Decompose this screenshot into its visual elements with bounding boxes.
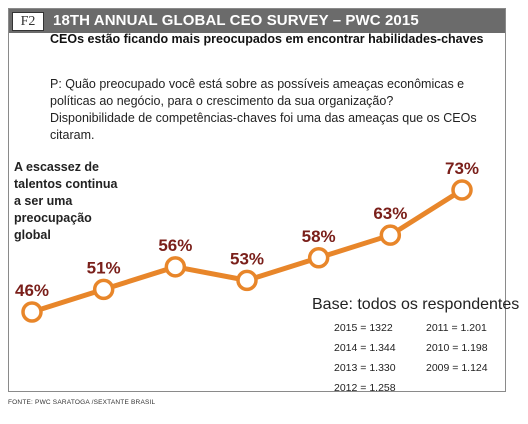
data-label: 63% xyxy=(373,204,407,223)
header-bar: F2 18TH ANNUAL GLOBAL CEO SURVEY – PWC 2… xyxy=(9,9,505,33)
base-row-2012: 2012 = 1.258 xyxy=(334,382,396,394)
data-point xyxy=(307,247,330,269)
data-point xyxy=(451,179,473,201)
data-label: 51% xyxy=(87,258,121,277)
base-row-2013: 2013 = 1.330 xyxy=(334,362,396,374)
chart-subtitle: CEOs estão ficando mais preocupados em e… xyxy=(50,32,484,46)
source-note: FONTE: PWC SARATOGA /SEXTANTE BRASIL xyxy=(8,399,156,406)
base-row-2009: 2009 = 1.124 xyxy=(426,362,488,374)
data-point xyxy=(21,301,43,323)
base-row-2011: 2011 = 1.201 xyxy=(426,322,487,334)
header-title: 18TH ANNUAL GLOBAL CEO SURVEY – PWC 2015 xyxy=(53,12,419,29)
data-point xyxy=(92,278,115,301)
figure-frame: F2 18TH ANNUAL GLOBAL CEO SURVEY – PWC 2… xyxy=(8,8,506,392)
survey-question: P: Quão preocupado você está sobre as po… xyxy=(50,77,477,142)
data-label: 73% xyxy=(445,159,479,178)
data-label: 53% xyxy=(230,249,264,268)
data-label: 46% xyxy=(15,281,49,300)
data-label: 58% xyxy=(302,227,336,246)
data-point xyxy=(379,224,402,246)
base-row-2014: 2014 = 1.344 xyxy=(334,342,396,354)
base-row-2010: 2010 = 1.198 xyxy=(426,342,488,354)
chart-annotation: A escassez de talentos continua a ser um… xyxy=(14,160,118,242)
base-row-2015: 2015 = 1322 xyxy=(334,322,393,334)
base-title: Base: todos os respondentes xyxy=(312,296,520,313)
figure-tag: F2 xyxy=(12,12,44,31)
data-label: 56% xyxy=(158,236,192,255)
data-point xyxy=(164,256,187,278)
data-point xyxy=(236,269,258,292)
